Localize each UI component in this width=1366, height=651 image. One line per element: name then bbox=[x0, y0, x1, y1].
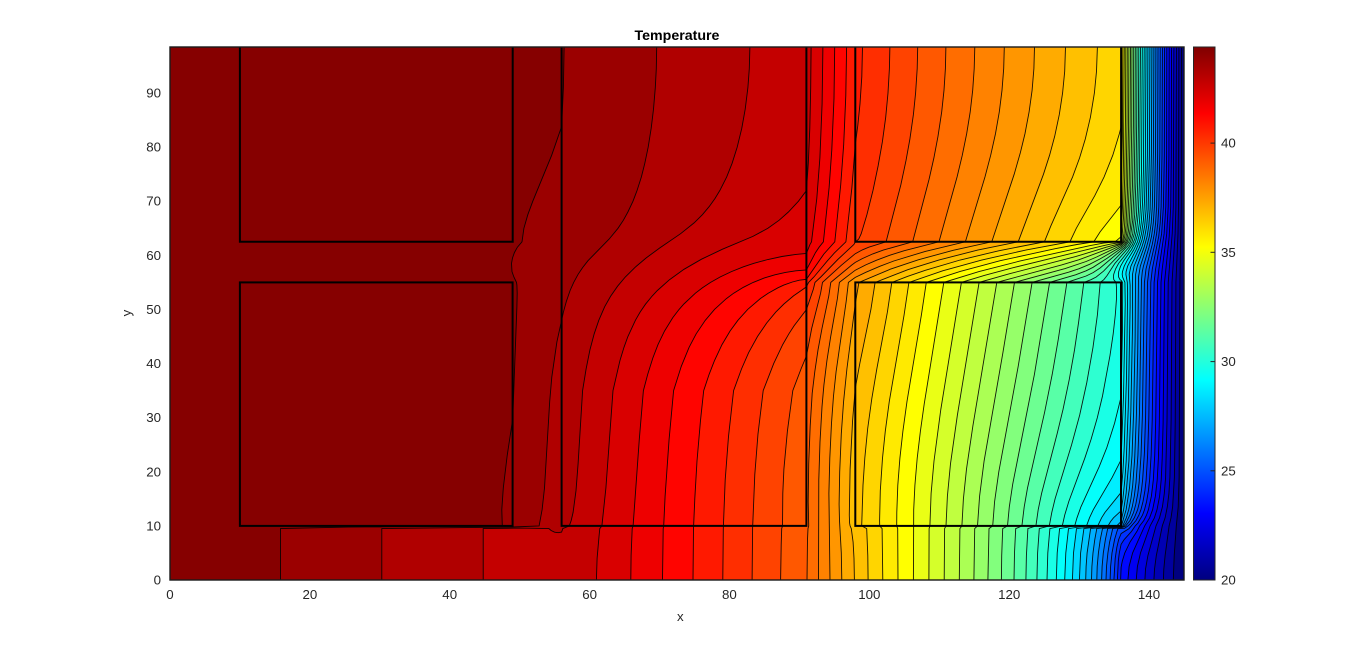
svg-text:30: 30 bbox=[146, 410, 161, 425]
svg-text:25: 25 bbox=[1221, 463, 1236, 478]
svg-text:30: 30 bbox=[1221, 354, 1236, 369]
svg-text:90: 90 bbox=[146, 86, 161, 101]
svg-text:80: 80 bbox=[722, 587, 737, 602]
svg-text:20: 20 bbox=[146, 464, 161, 479]
svg-text:0: 0 bbox=[166, 587, 173, 602]
svg-text:y: y bbox=[119, 309, 134, 316]
svg-text:35: 35 bbox=[1221, 245, 1236, 260]
svg-text:40: 40 bbox=[442, 587, 457, 602]
svg-text:x: x bbox=[677, 609, 684, 624]
svg-text:20: 20 bbox=[1221, 573, 1236, 588]
svg-text:60: 60 bbox=[582, 587, 597, 602]
svg-text:100: 100 bbox=[858, 587, 880, 602]
svg-text:50: 50 bbox=[146, 302, 161, 317]
svg-text:0: 0 bbox=[154, 573, 161, 588]
svg-text:Temperature: Temperature bbox=[635, 28, 720, 44]
svg-text:80: 80 bbox=[146, 140, 161, 155]
svg-text:10: 10 bbox=[146, 518, 161, 533]
svg-text:140: 140 bbox=[1138, 587, 1160, 602]
svg-text:60: 60 bbox=[146, 248, 161, 263]
svg-text:40: 40 bbox=[1221, 136, 1236, 151]
svg-text:70: 70 bbox=[146, 194, 161, 209]
svg-text:20: 20 bbox=[303, 587, 318, 602]
svg-text:40: 40 bbox=[146, 356, 161, 371]
svg-text:120: 120 bbox=[998, 587, 1020, 602]
